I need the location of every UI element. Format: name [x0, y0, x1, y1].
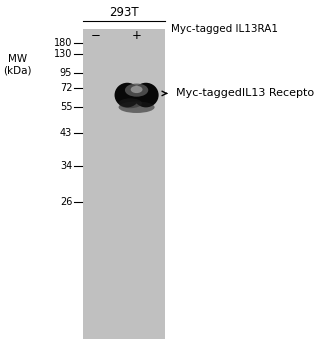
- Text: 34: 34: [60, 161, 72, 171]
- Text: 43: 43: [60, 128, 72, 138]
- Ellipse shape: [131, 86, 143, 93]
- Ellipse shape: [125, 84, 148, 97]
- Text: 180: 180: [54, 38, 72, 48]
- Text: 72: 72: [60, 83, 72, 93]
- Text: +: +: [132, 29, 142, 43]
- Text: Myc-taggedIL13 Receptoralpha 1: Myc-taggedIL13 Receptoralpha 1: [176, 89, 314, 98]
- Ellipse shape: [115, 83, 140, 107]
- Text: Myc-tagged IL13RA1: Myc-tagged IL13RA1: [171, 24, 278, 34]
- Text: MW
(kDa): MW (kDa): [3, 54, 31, 75]
- Ellipse shape: [119, 101, 154, 113]
- FancyBboxPatch shape: [83, 29, 165, 339]
- Text: 26: 26: [60, 198, 72, 207]
- Ellipse shape: [133, 83, 159, 107]
- Ellipse shape: [119, 98, 142, 108]
- Text: 130: 130: [54, 49, 72, 58]
- Text: 293T: 293T: [109, 6, 139, 19]
- Text: 95: 95: [60, 68, 72, 78]
- Text: 55: 55: [60, 102, 72, 112]
- Text: −: −: [91, 29, 101, 43]
